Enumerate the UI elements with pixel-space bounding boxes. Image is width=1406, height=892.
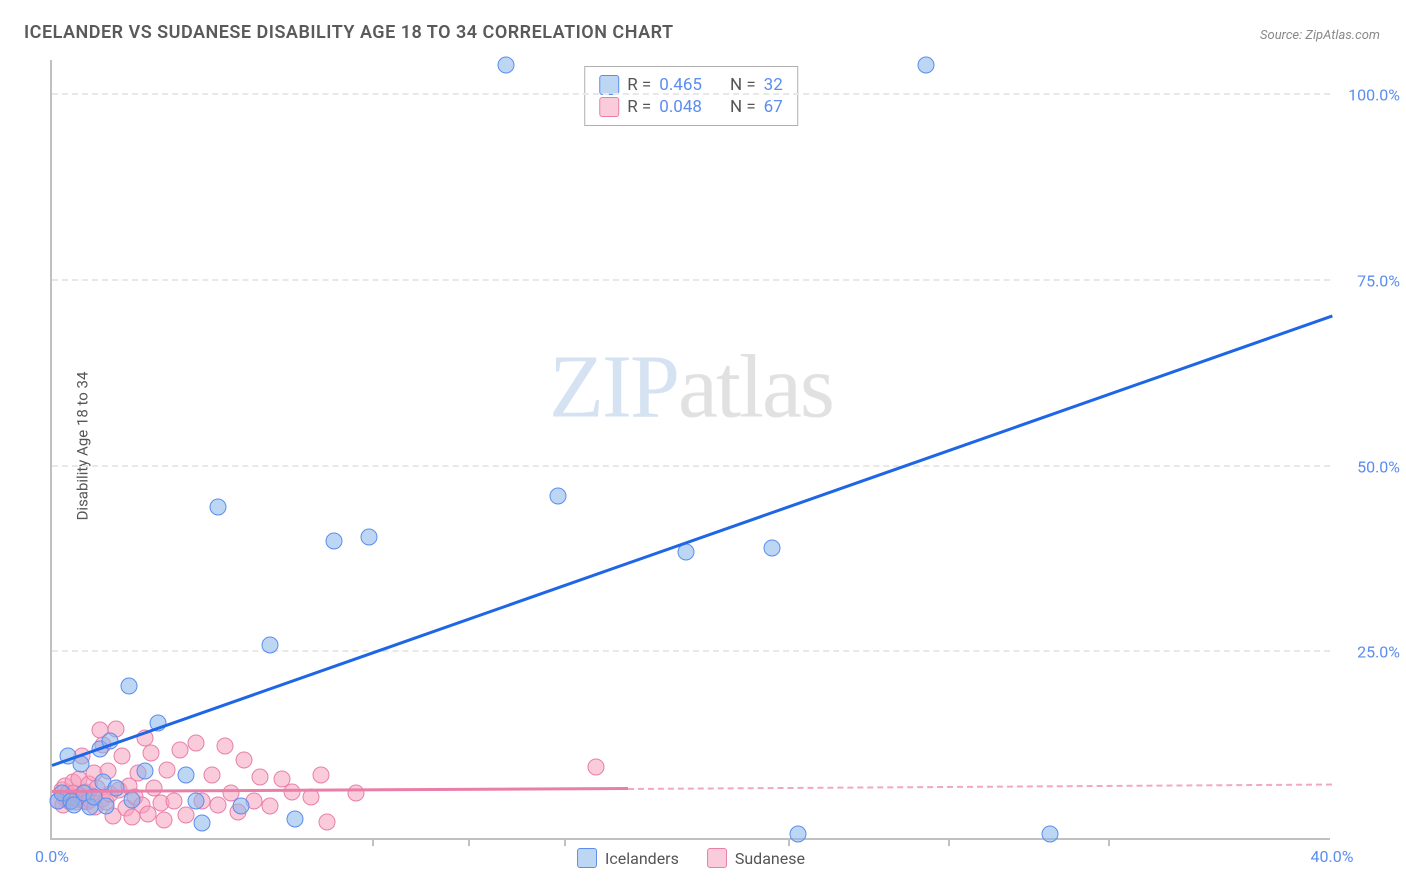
x-minor-tick bbox=[1108, 838, 1110, 846]
y-tick-label: 75.0% bbox=[1340, 271, 1400, 290]
x-minor-tick bbox=[372, 838, 374, 846]
r-label: R = bbox=[627, 97, 651, 117]
gridline-h bbox=[52, 93, 1330, 95]
x-tick-label: 40.0% bbox=[1311, 847, 1354, 866]
source-attribution: Source: ZipAtlas.com bbox=[1260, 28, 1380, 43]
n-value: 67 bbox=[764, 97, 783, 117]
scatter-point-icelanders bbox=[194, 815, 211, 832]
x-tick-label: 0.0% bbox=[35, 847, 69, 866]
scatter-point-icelanders bbox=[232, 798, 249, 815]
legend-series-label: Sudanese bbox=[735, 849, 805, 868]
scatter-point-sudanese bbox=[156, 812, 173, 829]
scatter-point-icelanders bbox=[120, 677, 137, 694]
x-minor-tick bbox=[948, 838, 950, 846]
scatter-point-sudanese bbox=[312, 766, 329, 783]
scatter-point-sudanese bbox=[236, 752, 253, 769]
gridline-h bbox=[52, 650, 1330, 652]
scatter-point-sudanese bbox=[252, 769, 269, 786]
legend-series-label: Icelanders bbox=[605, 849, 679, 868]
scatter-point-sudanese bbox=[143, 744, 160, 761]
scatter-point-icelanders bbox=[210, 499, 227, 516]
scatter-point-sudanese bbox=[188, 734, 205, 751]
scatter-point-icelanders bbox=[789, 826, 806, 843]
legend-stat-row: R = 0.048 N = 67 bbox=[599, 97, 783, 117]
scatter-point-icelanders bbox=[549, 488, 566, 505]
scatter-point-icelanders bbox=[1042, 826, 1059, 843]
chart-title: ICELANDER VS SUDANESE DISABILITY AGE 18 … bbox=[24, 22, 674, 43]
scatter-point-sudanese bbox=[114, 748, 131, 765]
y-tick-label: 50.0% bbox=[1340, 457, 1400, 476]
trendline-sudanese-extrapolated bbox=[628, 784, 1332, 790]
r-label: R = bbox=[627, 75, 651, 95]
legend-swatch bbox=[599, 75, 619, 95]
r-value: 0.048 bbox=[659, 97, 702, 117]
scatter-point-sudanese bbox=[284, 783, 301, 800]
scatter-point-icelanders bbox=[764, 540, 781, 557]
scatter-point-sudanese bbox=[165, 792, 182, 809]
correlation-legend: R = 0.465 N = 32 R = 0.048 N = 67 bbox=[584, 66, 798, 126]
gridline-h bbox=[52, 465, 1330, 467]
legend-series-item: Icelanders bbox=[577, 848, 679, 868]
n-label: N = bbox=[730, 97, 756, 117]
plot-area: ZIPatlas R =0.465N =32R =0.048N =67 Icel… bbox=[50, 60, 1330, 840]
scatter-point-icelanders bbox=[261, 636, 278, 653]
legend-swatch bbox=[707, 848, 727, 868]
legend-swatch bbox=[577, 848, 597, 868]
scatter-point-icelanders bbox=[136, 763, 153, 780]
scatter-point-icelanders bbox=[287, 811, 304, 828]
scatter-point-icelanders bbox=[360, 529, 377, 546]
legend-stat-row: R = 0.465 N = 32 bbox=[599, 75, 783, 95]
scatter-point-icelanders bbox=[178, 766, 195, 783]
n-value: 32 bbox=[764, 75, 783, 95]
scatter-point-icelanders bbox=[498, 57, 515, 74]
scatter-point-icelanders bbox=[917, 57, 934, 74]
scatter-point-sudanese bbox=[216, 737, 233, 754]
n-label: N = bbox=[730, 75, 756, 95]
scatter-point-sudanese bbox=[261, 798, 278, 815]
legend-series-item: Sudanese bbox=[707, 848, 805, 868]
gridline-h bbox=[52, 279, 1330, 281]
scatter-point-icelanders bbox=[98, 798, 115, 815]
series-legend: Icelanders Sudanese bbox=[577, 848, 805, 868]
scatter-point-icelanders bbox=[108, 779, 125, 796]
scatter-point-icelanders bbox=[188, 792, 205, 809]
scatter-point-sudanese bbox=[210, 797, 227, 814]
watermark: ZIPatlas bbox=[549, 335, 833, 438]
scatter-point-icelanders bbox=[124, 792, 141, 809]
scatter-point-sudanese bbox=[146, 779, 163, 796]
y-tick-label: 25.0% bbox=[1340, 643, 1400, 662]
trendline-icelanders bbox=[52, 315, 1333, 767]
scatter-point-sudanese bbox=[204, 766, 221, 783]
scatter-point-sudanese bbox=[178, 806, 195, 823]
scatter-point-sudanese bbox=[172, 742, 189, 759]
r-value: 0.465 bbox=[659, 75, 702, 95]
y-tick-label: 100.0% bbox=[1340, 86, 1400, 105]
x-minor-tick bbox=[468, 838, 470, 846]
scatter-point-sudanese bbox=[159, 761, 176, 778]
scatter-point-sudanese bbox=[588, 759, 605, 776]
legend-swatch bbox=[599, 97, 619, 117]
x-minor-tick bbox=[564, 838, 566, 846]
scatter-point-sudanese bbox=[319, 814, 336, 831]
scatter-point-icelanders bbox=[325, 532, 342, 549]
